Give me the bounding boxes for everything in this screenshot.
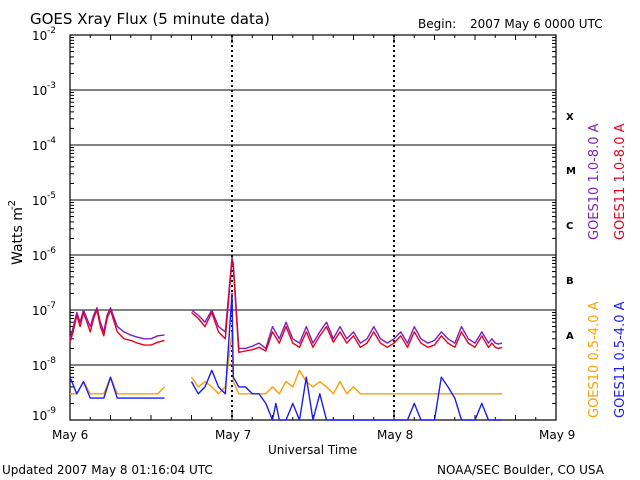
legend-goes10-short: GOES10 0.5-4.0 A (587, 301, 602, 418)
credit-text: NOAA/SEC Boulder, CO USA (437, 463, 605, 477)
svg-text:-3: -3 (47, 81, 56, 91)
svg-text:10: 10 (32, 409, 47, 423)
legend-goes10-long: GOES10 1.0-8.0 A (587, 123, 602, 240)
svg-text:10: 10 (32, 359, 47, 373)
legend-goes11-short: GOES11 0.5-4.0 A (613, 301, 628, 418)
svg-text:-7: -7 (47, 301, 56, 311)
svg-text:-8: -8 (47, 356, 56, 366)
x-axis-label: Universal Time (268, 443, 357, 457)
svg-text:-5: -5 (47, 191, 56, 201)
x-tick-labels: May 6 May 7 May 8 May 9 (52, 428, 575, 442)
y-tick-label: 10 -8 (32, 356, 56, 373)
legend-lower: GOES10 0.5-4.0 A (587, 301, 602, 418)
y-tick-label: 10 -5 (32, 191, 56, 208)
series-line-goes11-0-5-4-0-a (69, 292, 502, 421)
flare-class-b: B (566, 276, 574, 287)
grid-layer (69, 34, 557, 421)
begin-label: Begin: (418, 17, 456, 31)
series-layer (69, 256, 503, 421)
y-tick-label: 10 -7 (32, 301, 56, 318)
flare-class-a: A (566, 331, 574, 342)
svg-text:10: 10 (32, 29, 47, 43)
legend-lower-2: GOES11 0.5-4.0 A (613, 301, 628, 418)
y-axis-label: Watts m -2 (7, 200, 26, 265)
series-line-goes10-1-0-8-0-a (69, 256, 503, 350)
svg-text:-9: -9 (47, 406, 56, 416)
flare-class-c: C (566, 221, 573, 232)
svg-text:10: 10 (32, 84, 47, 98)
svg-text:-4: -4 (47, 136, 56, 146)
x-tick-label: May 7 (215, 428, 251, 442)
flare-class-x: X (566, 112, 574, 123)
y-tick-label: 10 -9 (32, 406, 56, 423)
updated-timestamp: Updated 2007 May 8 01:16:04 UTC (2, 463, 213, 477)
series-line-goes11-1-0-8-0-a (69, 259, 503, 353)
svg-text:10: 10 (32, 304, 47, 318)
svg-text:-2: -2 (7, 200, 18, 210)
y-tick-label: 10 -3 (32, 81, 56, 98)
legend-upper-2: GOES11 1.0-8.0 A (613, 123, 628, 240)
x-tick-label: May 9 (539, 428, 575, 442)
y-tick-label: 10 -4 (32, 136, 56, 153)
chart-title: GOES Xray Flux (5 minute data) (30, 10, 270, 28)
svg-text:-2: -2 (47, 26, 56, 36)
flare-class-m: M (566, 166, 576, 177)
flare-class-labels: X M C B A (566, 112, 576, 342)
x-tick-label: May 6 (52, 428, 88, 442)
legend-goes11-long: GOES11 1.0-8.0 A (613, 123, 628, 240)
svg-text:10: 10 (32, 139, 47, 153)
legend-upper: GOES10 1.0-8.0 A (587, 123, 602, 240)
begin-value: 2007 May 6 0000 UTC (470, 17, 603, 31)
y-tick-label: 10 -2 (32, 26, 56, 43)
y-tick-label: 10 -6 (32, 246, 56, 263)
plot-frame (69, 34, 557, 421)
svg-text:Watts m: Watts m (10, 207, 26, 265)
svg-text:10: 10 (32, 249, 47, 263)
svg-text:-6: -6 (47, 246, 56, 256)
y-tick-labels: 10 -2 10 -3 10 -4 10 -5 10 -6 10 -7 10 -8 10 -9 (32, 26, 56, 423)
x-tick-label: May 8 (377, 428, 413, 442)
svg-text:10: 10 (32, 194, 47, 208)
